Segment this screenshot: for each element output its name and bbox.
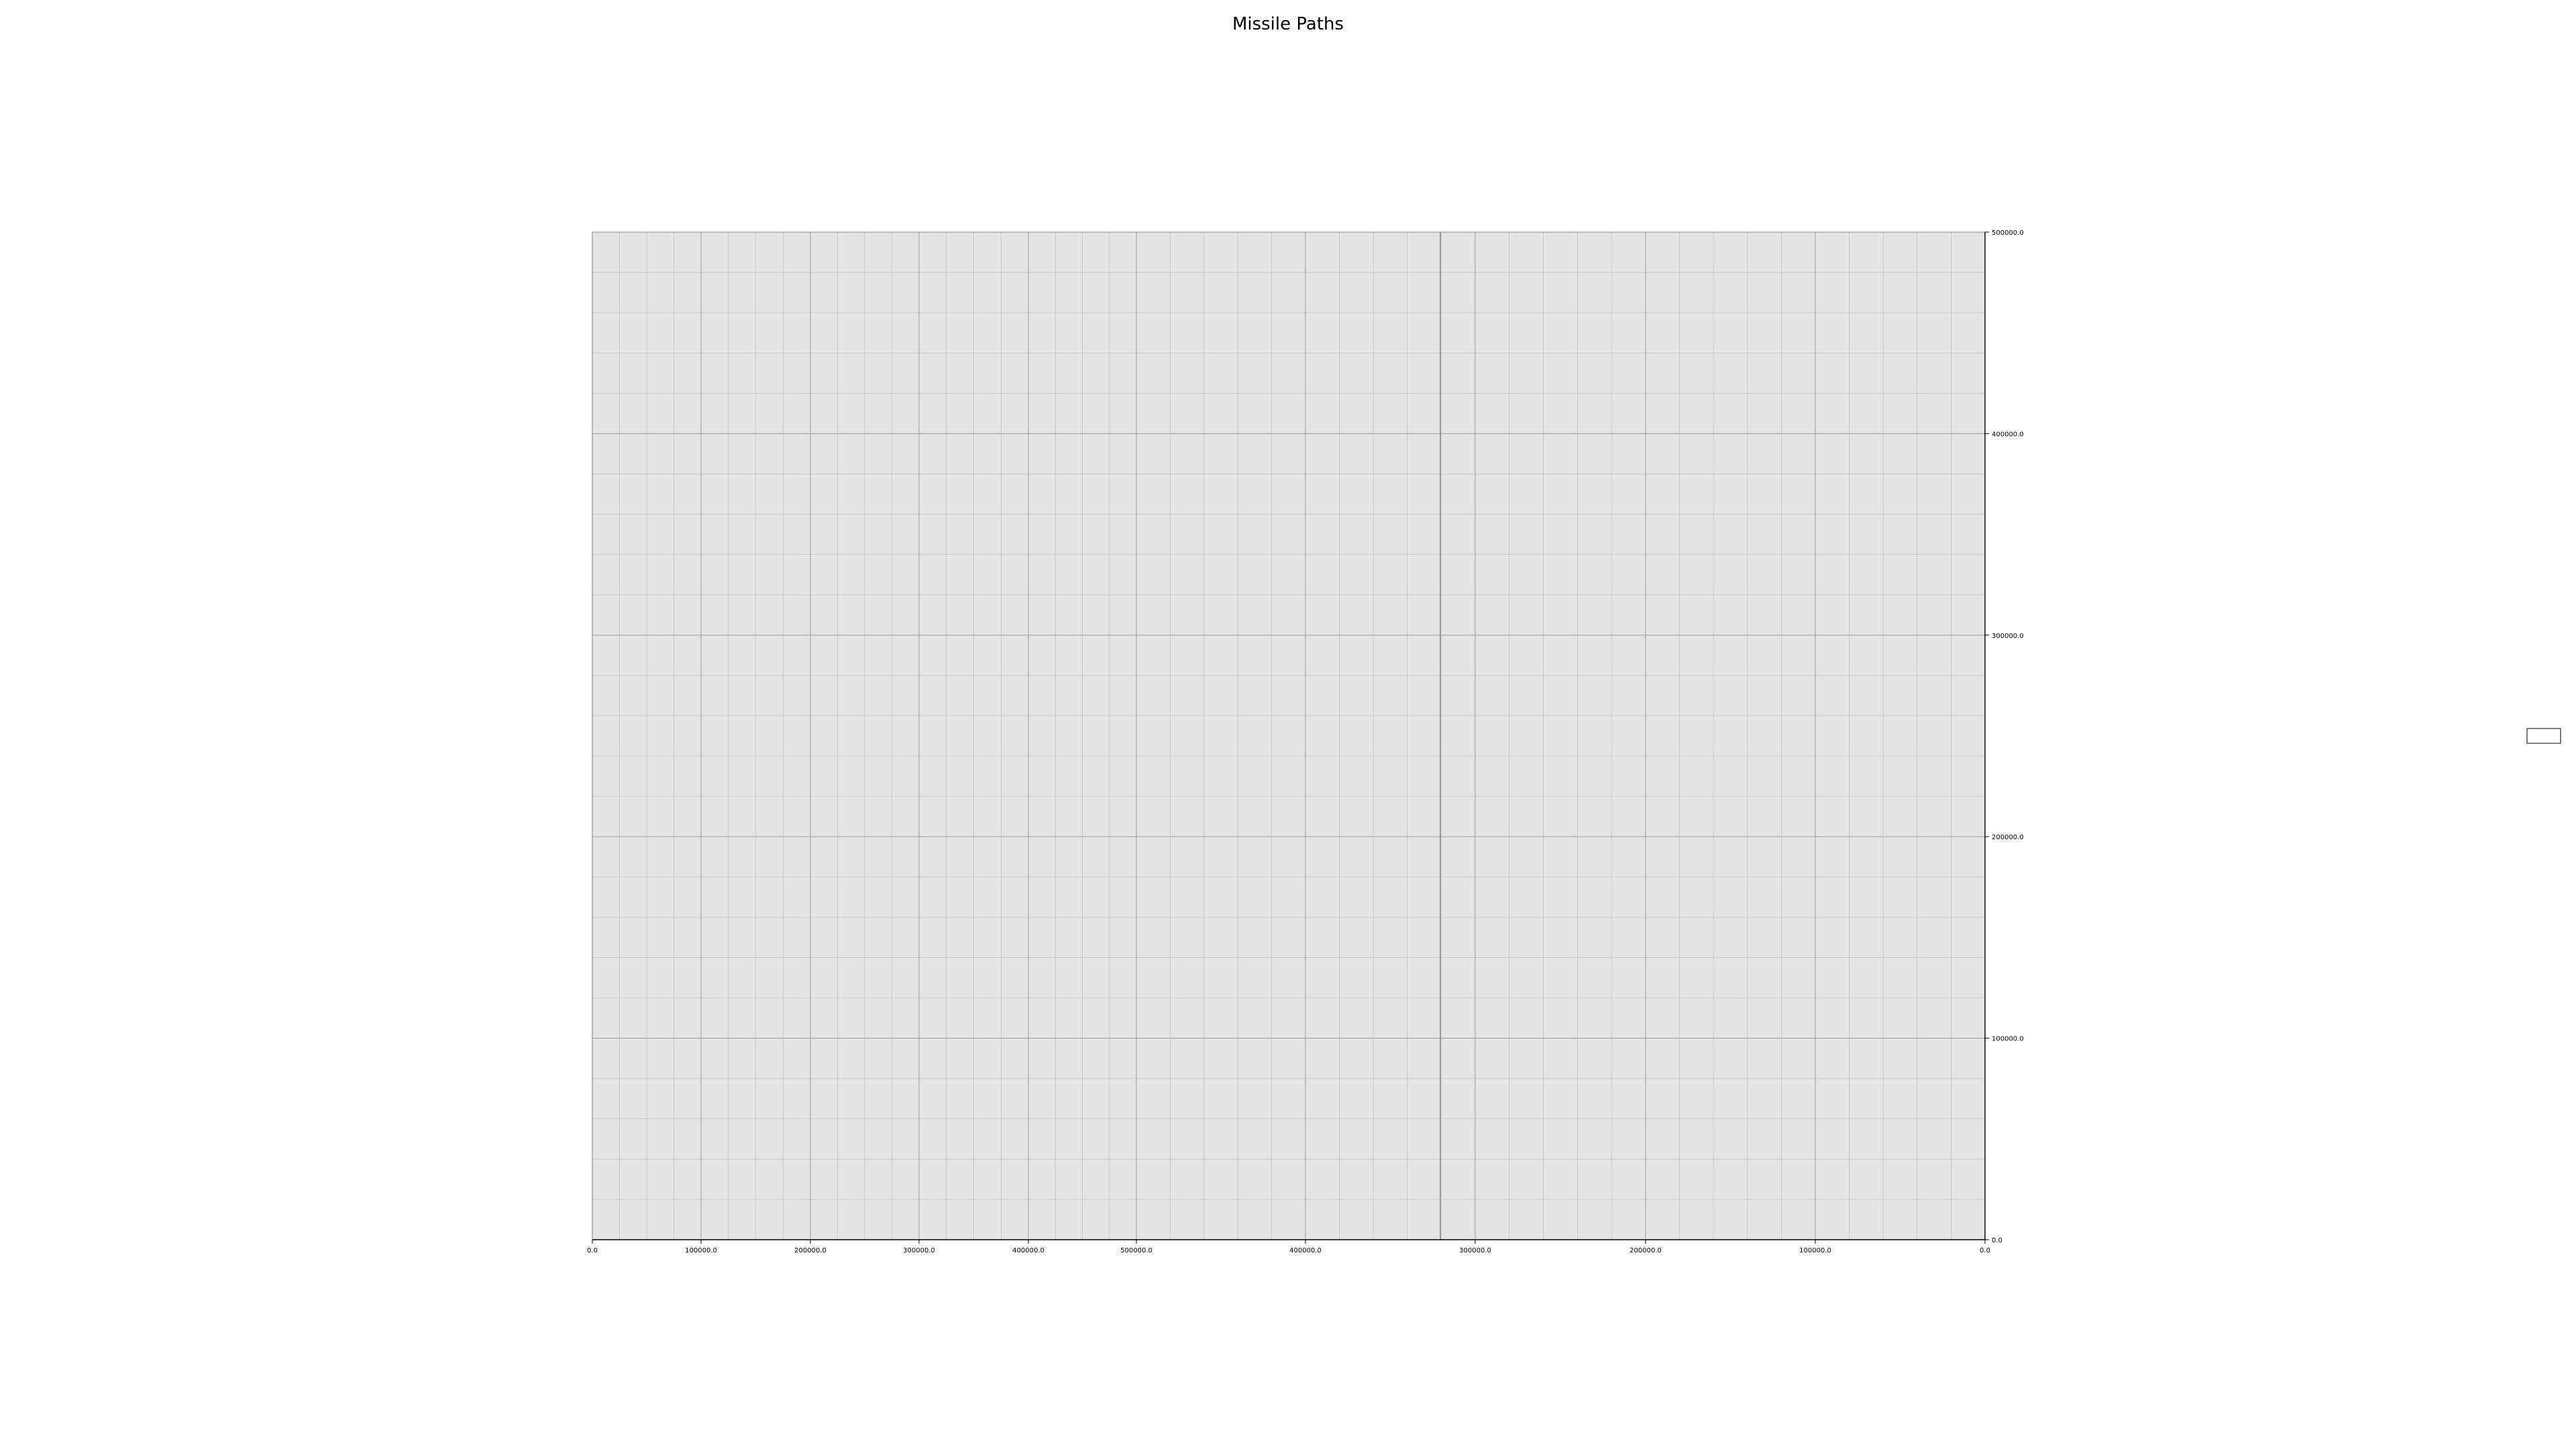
x-tick-label: 0.0 <box>587 1247 598 1254</box>
y-tick-label: 300000.0 <box>1992 633 2024 640</box>
x-axis-ticks: 0.0 100000.0 200000.0 300000.0 400000.0 50000… <box>587 1240 1990 1254</box>
y-tick-label: 100000.0 <box>1992 1036 2024 1043</box>
y-tick-label: 500000.0 <box>1992 229 2024 237</box>
y-tick-label: 0.0 <box>1992 1237 2002 1244</box>
x-tick-label: 200000.0 <box>1629 1247 1662 1254</box>
x-tick-label: 0.0 <box>1980 1247 1990 1254</box>
x-tick-label: 400000.0 <box>1012 1247 1044 1254</box>
major-grid <box>592 231 1986 1240</box>
x-tick-label: 300000.0 <box>1459 1247 1491 1254</box>
y-axis-ticks: 0.0 100000.0 200000.0 300000.0 400000.0 50000… <box>1985 229 2024 1244</box>
x-tick-label: 300000.0 <box>903 1247 935 1254</box>
y-tick-label: 400000.0 <box>1992 431 2024 438</box>
x-tick-label: 100000.0 <box>685 1247 717 1254</box>
y-tick-label: 200000.0 <box>1992 834 2024 841</box>
x-tick-label: 100000.0 <box>1799 1247 1831 1254</box>
plot-area <box>592 232 1985 1240</box>
minor-grid <box>592 232 1985 1240</box>
chart-title: Missile Paths <box>1232 14 1344 34</box>
x-tick-label: 500000.0 <box>1120 1247 1152 1254</box>
x-tick-label: 200000.0 <box>794 1247 826 1254</box>
x-tick-label: 400000.0 <box>1289 1247 1322 1254</box>
legend <box>2526 728 2561 744</box>
